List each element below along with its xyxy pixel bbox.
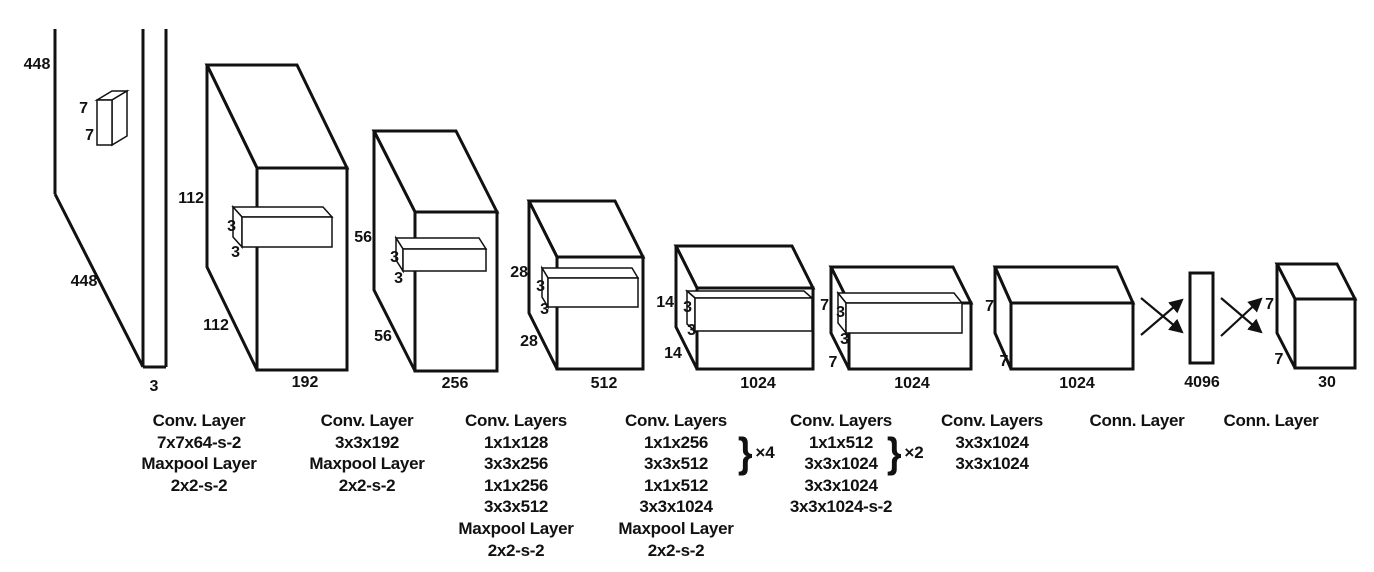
output-tensor-box [1274,262,1358,370]
conv6-depth-label: 1024 [1059,375,1095,392]
conv2-bottom-label: 56 [374,328,392,345]
fc2-crossing-arrows-icon [1220,297,1263,337]
caption-line: 1x1x512 [643,475,709,495]
conv1-bottom-label: 112 [203,317,229,334]
caption-block-conv4: Conv. Layers 1x1x256 3x3x512 1x1x512 3x3… [596,410,756,561]
conv2-kernel-slab [394,235,488,274]
conv1-kernel-w-label: 3 [231,244,240,261]
brace-symbol: } [886,429,902,476]
caption-block-conn2: Conn. Layer [1191,410,1351,432]
conv6-output-box [992,265,1136,371]
caption-block-conv3: Conv. Layers 1x1x128 3x3x256 1x1x256 3x3… [436,410,596,561]
conv2-kernel-w-label: 3 [394,270,403,287]
input-bottom-label: 448 [71,273,98,290]
caption-line: 2x2-s-2 [647,540,705,560]
conv3-kernel-w-label: 3 [540,301,549,318]
fc1-layer-bar [1188,271,1215,365]
conv5-depth-label: 1024 [894,375,930,392]
caption-line: 3x3x1024 [804,475,878,495]
output-depth-label: 30 [1318,374,1336,391]
caption-line: 1x1x256 [643,432,709,452]
caption-title: Conv. Layers [790,411,892,430]
conv4-kernel-w-label: 3 [687,322,696,339]
conv5-kernel-slab [836,290,964,336]
caption-line: Maxpool Layer [309,454,425,474]
caption-line: Maxpool Layer [618,518,734,538]
repeat-brace-x4: } ×4 [737,431,775,475]
repeat-count: ×2 [904,443,924,462]
caption-block-conv6: Conv. Layers 3x3x1024 3x3x1024 [912,410,1072,475]
input-depth-label: 3 [150,378,159,395]
conv6-bottom-label: 7 [1000,353,1009,370]
input-kernel-box [94,89,130,147]
conv4-kernel-slab [685,289,814,333]
conv1-kernel-slab [231,205,334,249]
caption-line: 2x2-s-2 [487,540,545,560]
caption-line: Maxpool Layer [458,518,574,538]
repeat-brace-x2: } ×2 [886,431,924,475]
caption-line: 3x3x1024 [804,454,878,474]
caption-title: Conv. Layer [152,411,246,430]
conv3-kernel-slab [540,265,640,310]
input-kernel-h-label: 7 [79,100,88,117]
conv3-side-label: 28 [510,264,528,281]
input-kernel-w-label: 7 [85,127,94,144]
caption-title: Conn. Layer [1223,411,1319,430]
brace-symbol: } [737,429,753,476]
conv3-depth-label: 512 [591,375,618,392]
caption-title: Conv. Layers [941,411,1043,430]
caption-line: 3x3x1024-s-2 [789,497,893,517]
conv1-kernel-h-label: 3 [227,218,236,235]
caption-block-conn1: Conn. Layer [1057,410,1217,432]
caption-title: Conn. Layer [1089,411,1185,430]
caption-line: 3x3x1024 [639,497,713,517]
conv4-depth-label: 1024 [740,375,776,392]
caption-line: 3x3x1024 [955,454,1029,474]
conv3-kernel-h-label: 3 [536,278,545,295]
fc1-crossing-arrows-icon [1140,297,1184,336]
conv1-side-label: 112 [178,190,204,207]
conv4-kernel-h-label: 3 [683,299,692,316]
caption-line: 3x3x192 [334,432,400,452]
conv6-side-label: 7 [985,298,994,315]
caption-line: Maxpool Layer [141,454,257,474]
caption-block-conv5: Conv. Layers 1x1x512 3x3x1024 3x3x1024 3… [761,410,921,518]
caption-block-conv2: Conv. Layer 3x3x192 Maxpool Layer 2x2-s-… [287,410,447,496]
conv3-bottom-label: 28 [520,333,538,350]
caption-line: 2x2-s-2 [170,475,228,495]
caption-line: 7x7x64-s-2 [157,432,241,452]
caption-line: 1x1x512 [808,432,874,452]
conv5-bottom-label: 7 [829,354,838,371]
conv1-depth-label: 192 [292,374,319,391]
caption-line: 3x3x256 [483,454,549,474]
conv5-kernel-h-label: 3 [836,304,845,321]
caption-title: Conv. Layers [625,411,727,430]
repeat-count: ×4 [755,443,775,462]
fc1-size-label: 4096 [1184,374,1220,391]
caption-line: 1x1x256 [483,475,549,495]
caption-line: 2x2-s-2 [338,475,396,495]
conv5-kernel-w-label: 3 [840,331,849,348]
conv4-side-label: 14 [656,294,674,311]
conv2-side-label: 56 [354,229,372,246]
conv2-kernel-h-label: 3 [390,249,399,266]
conv5-side-label: 7 [820,297,829,314]
caption-title: Conv. Layers [465,411,567,430]
conv4-bottom-label: 14 [664,345,682,362]
output-side-label: 7 [1265,296,1274,313]
caption-block-conv1: Conv. Layer 7x7x64-s-2 Maxpool Layer 2x2… [119,410,279,496]
input-side-label: 448 [24,56,51,73]
caption-title: Conv. Layer [320,411,414,430]
output-bottom-label: 7 [1275,351,1284,368]
conv1-output-box [204,63,350,372]
conv2-depth-label: 256 [442,375,469,392]
input-image-plane [53,29,168,369]
caption-line: 1x1x128 [483,432,549,452]
caption-line: 3x3x512 [483,497,549,517]
caption-line: 3x3x512 [643,454,709,474]
caption-line: 3x3x1024 [955,432,1029,452]
